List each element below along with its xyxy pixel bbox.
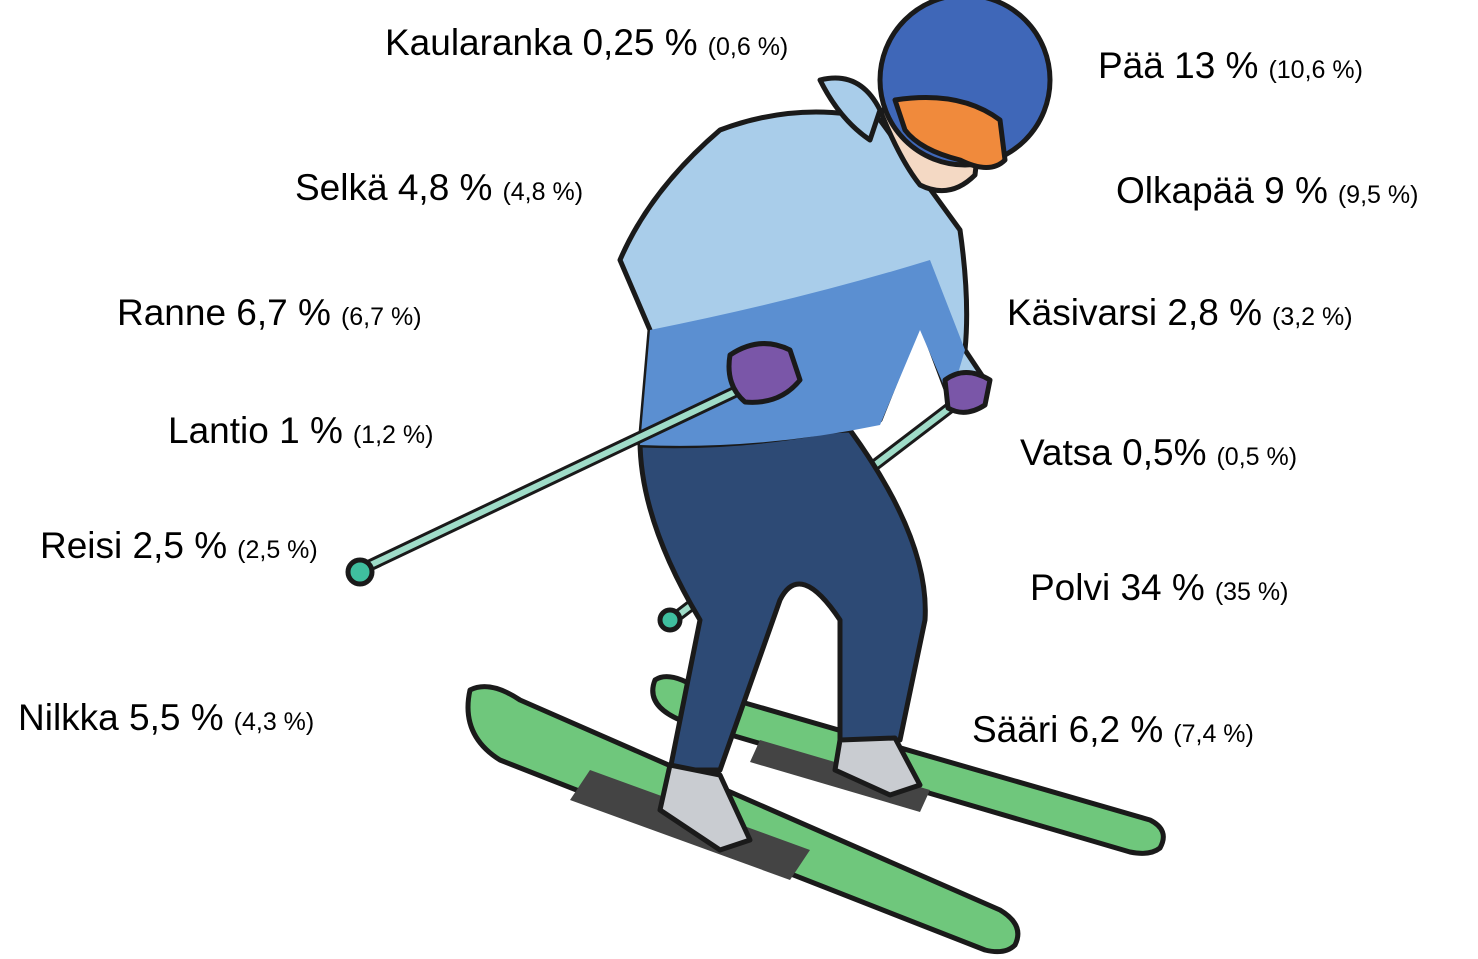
glove: [945, 373, 990, 413]
injury-label: Reisi 2,5 % (2,5 %): [40, 525, 318, 566]
label-paren: (35 %): [1215, 578, 1289, 606]
label-main: Pää 13 %: [1098, 45, 1258, 86]
label-main: Käsivarsi 2,8 %: [1007, 292, 1262, 333]
injury-label: Ranne 6,7 % (6,7 %): [117, 292, 422, 333]
label-paren: (3,2 %): [1272, 303, 1353, 331]
injury-label: Pää 13 % (10,6 %): [1098, 45, 1363, 86]
injury-label: Sääri 6,2 % (7,4 %): [972, 709, 1254, 750]
injury-label: Vatsa 0,5% (0,5 %): [1020, 432, 1297, 473]
label-paren: (0,6 %): [708, 33, 789, 61]
label-main: Sääri 6,2 %: [972, 709, 1163, 750]
label-main: Vatsa 0,5%: [1020, 432, 1206, 473]
label-paren: (9,5 %): [1338, 181, 1419, 209]
label-main: Nilkka 5,5 %: [18, 697, 224, 738]
injury-label: Lantio 1 % (1,2 %): [168, 410, 433, 451]
label-main: Selkä 4,8 %: [295, 167, 492, 208]
label-paren: (4,3 %): [234, 708, 315, 736]
injury-label: Nilkka 5,5 % (4,3 %): [18, 697, 314, 738]
diagram: Kaularanka 0,25 % (0,6 %) Pää 13 % (10,6 %)…: [0, 0, 1478, 959]
label-paren: (10,6 %): [1268, 56, 1362, 84]
skier-illustration: [348, 0, 1163, 952]
label-main: Ranne 6,7 %: [117, 292, 331, 333]
label-paren: (7,4 %): [1173, 720, 1254, 748]
injury-label: Käsivarsi 2,8 % (3,2 %): [1007, 292, 1353, 333]
label-paren: (6,7 %): [341, 303, 422, 331]
injury-label: Kaularanka 0,25 % (0,6 %): [385, 22, 788, 63]
label-paren: (1,2 %): [353, 421, 434, 449]
label-main: Lantio 1 %: [168, 410, 343, 451]
injury-label: Olkapää 9 % (9,5 %): [1116, 170, 1418, 211]
label-main: Olkapää 9 %: [1116, 170, 1328, 211]
label-main: Reisi 2,5 %: [40, 525, 227, 566]
injury-label: Polvi 34 % (35 %): [1030, 567, 1288, 608]
label-paren: (2,5 %): [237, 536, 318, 564]
injury-label: Selkä 4,8 % (4,8 %): [295, 167, 583, 208]
pole-tip: [348, 560, 372, 584]
pole-tip: [660, 610, 680, 630]
label-main: Kaularanka 0,25 %: [385, 22, 698, 63]
label-paren: (0,5 %): [1216, 443, 1297, 471]
glove: [729, 344, 800, 403]
label-main: Polvi 34 %: [1030, 567, 1205, 608]
label-paren: (4,8 %): [502, 178, 583, 206]
